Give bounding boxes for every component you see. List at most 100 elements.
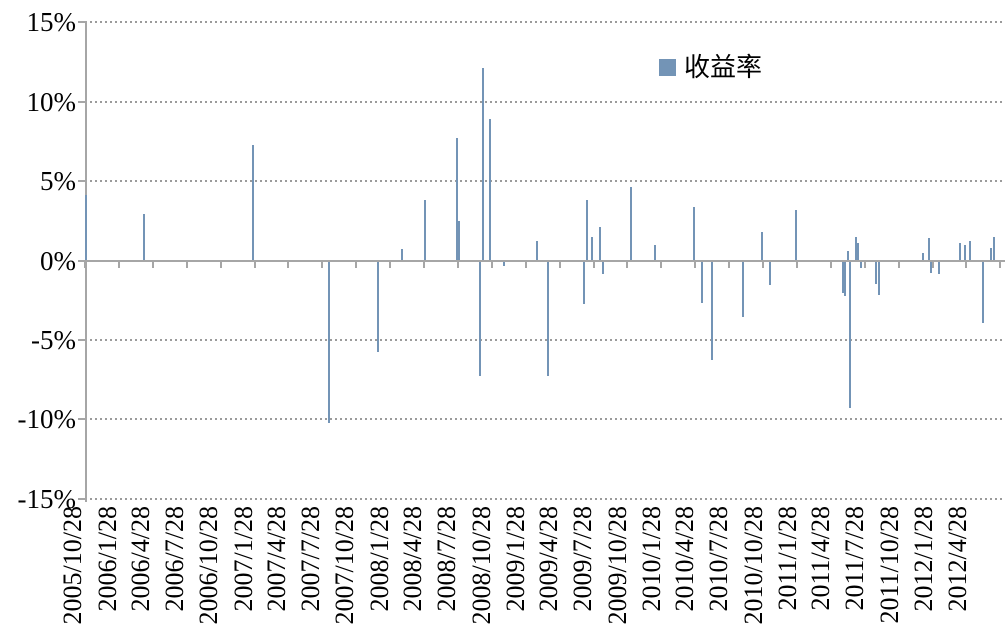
- y-axis-tick: [78, 418, 85, 421]
- x-axis-label: 2008/10/28: [466, 506, 496, 625]
- bar: [938, 261, 940, 275]
- x-axis-label: 2012/1/28: [908, 506, 938, 612]
- x-axis-label: 2010/1/28: [636, 506, 666, 612]
- bar: [875, 261, 877, 284]
- y-axis-label: 15%: [26, 7, 77, 38]
- bar: [761, 231, 763, 261]
- x-axis-tick: [524, 260, 527, 268]
- x-axis-label: 2011/1/28: [772, 506, 802, 611]
- bar: [969, 241, 971, 261]
- x-axis-tick: [558, 260, 561, 268]
- gridline-15: [85, 21, 1005, 24]
- bar: [711, 261, 713, 360]
- bar: [860, 261, 862, 268]
- bar: [964, 244, 966, 261]
- x-axis-label: 2011/10/28: [874, 506, 904, 624]
- x-axis-tick: [829, 260, 832, 268]
- x-axis-label: 2011/7/28: [840, 506, 870, 611]
- x-axis-tick: [592, 260, 595, 268]
- x-axis-label: 2007/4/28: [262, 506, 292, 612]
- bar: [586, 200, 588, 261]
- x-axis-tick: [355, 260, 358, 268]
- bar: [536, 241, 538, 261]
- bar: [591, 236, 593, 261]
- bar: [795, 209, 797, 261]
- bar: [742, 261, 744, 318]
- x-axis-label: 2008/7/28: [432, 506, 462, 612]
- x-axis-tick: [456, 260, 459, 268]
- x-axis-label: 2008/1/28: [364, 506, 394, 612]
- bar: [328, 261, 330, 424]
- x-axis-label: 2007/1/28: [228, 506, 258, 612]
- bar: [482, 68, 484, 261]
- bar: [401, 249, 403, 261]
- gridline--10: [85, 418, 1005, 421]
- y-axis-label: -15%: [17, 483, 76, 514]
- x-axis-tick: [185, 260, 188, 268]
- y-axis-tick: [78, 100, 85, 103]
- gridline-5: [85, 180, 1005, 183]
- x-axis-tick: [151, 260, 154, 268]
- x-axis-tick: [795, 260, 798, 268]
- x-axis-tick: [219, 260, 222, 268]
- gridline--5: [85, 338, 1005, 341]
- x-axis-tick: [660, 260, 663, 268]
- bar: [769, 261, 771, 286]
- x-axis-tick: [117, 260, 120, 268]
- bar: [599, 227, 601, 261]
- bar: [930, 261, 932, 273]
- y-axis-tick: [78, 180, 85, 183]
- bar: [928, 238, 930, 261]
- x-axis-tick: [863, 260, 866, 268]
- bar: [456, 138, 458, 261]
- x-axis-label: 2012/4/28: [942, 506, 972, 612]
- bar: [489, 119, 491, 261]
- bar: [844, 261, 846, 297]
- y-axis-tick: [78, 259, 85, 262]
- x-axis-tick: [931, 260, 934, 268]
- bar: [922, 252, 924, 261]
- bar: [252, 144, 254, 261]
- bar: [857, 243, 859, 261]
- y-axis-tick: [78, 338, 85, 341]
- x-axis-tick: [287, 260, 290, 268]
- x-axis-tick: [965, 260, 968, 268]
- x-axis-tick: [321, 260, 324, 268]
- y-axis-tick: [78, 497, 85, 500]
- y-axis-label: 0%: [40, 245, 76, 276]
- x-axis-label: 2006/10/28: [194, 506, 224, 625]
- x-axis-tick: [84, 260, 86, 268]
- bar: [990, 247, 992, 261]
- bar: [85, 195, 87, 261]
- y-axis-label: 10%: [26, 86, 77, 117]
- x-axis-label: 2009/1/28: [500, 506, 530, 612]
- y-axis-label: -5%: [31, 324, 76, 355]
- x-axis-label: 2009/7/28: [568, 506, 598, 612]
- x-axis-tick: [626, 260, 629, 268]
- x-axis-line: [85, 259, 1005, 262]
- bar: [959, 243, 961, 261]
- legend-label: 收益率: [684, 53, 763, 82]
- x-axis-tick: [423, 260, 425, 268]
- bar: [479, 261, 481, 376]
- x-axis-label: 2008/4/28: [398, 506, 428, 612]
- bar: [377, 261, 379, 352]
- bar: [693, 206, 695, 261]
- bar: [878, 261, 880, 295]
- x-axis-tick: [694, 260, 697, 268]
- x-axis-label: 2009/10/28: [602, 506, 632, 625]
- x-axis-label: 2011/4/28: [806, 506, 836, 611]
- legend: 收益率: [659, 47, 762, 84]
- x-axis-label: 2006/7/28: [160, 506, 189, 612]
- y-axis-label: 5%: [40, 166, 76, 197]
- bar: [547, 261, 549, 376]
- y-axis-tick: [78, 21, 85, 24]
- x-axis-tick: [253, 260, 256, 268]
- bar: [849, 261, 851, 408]
- x-axis-label: 2010/10/28: [738, 506, 768, 625]
- x-axis-label: 2005/10/28: [58, 506, 88, 625]
- bar: [143, 214, 145, 261]
- bar: [602, 261, 604, 275]
